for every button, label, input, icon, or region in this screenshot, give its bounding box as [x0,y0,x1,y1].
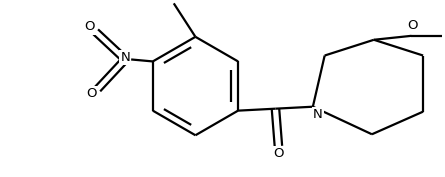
Text: N: N [313,108,323,121]
Text: N: N [121,51,130,64]
Text: O: O [85,21,95,33]
Text: O: O [86,87,97,100]
Text: O: O [273,147,283,161]
Text: O: O [407,19,417,33]
